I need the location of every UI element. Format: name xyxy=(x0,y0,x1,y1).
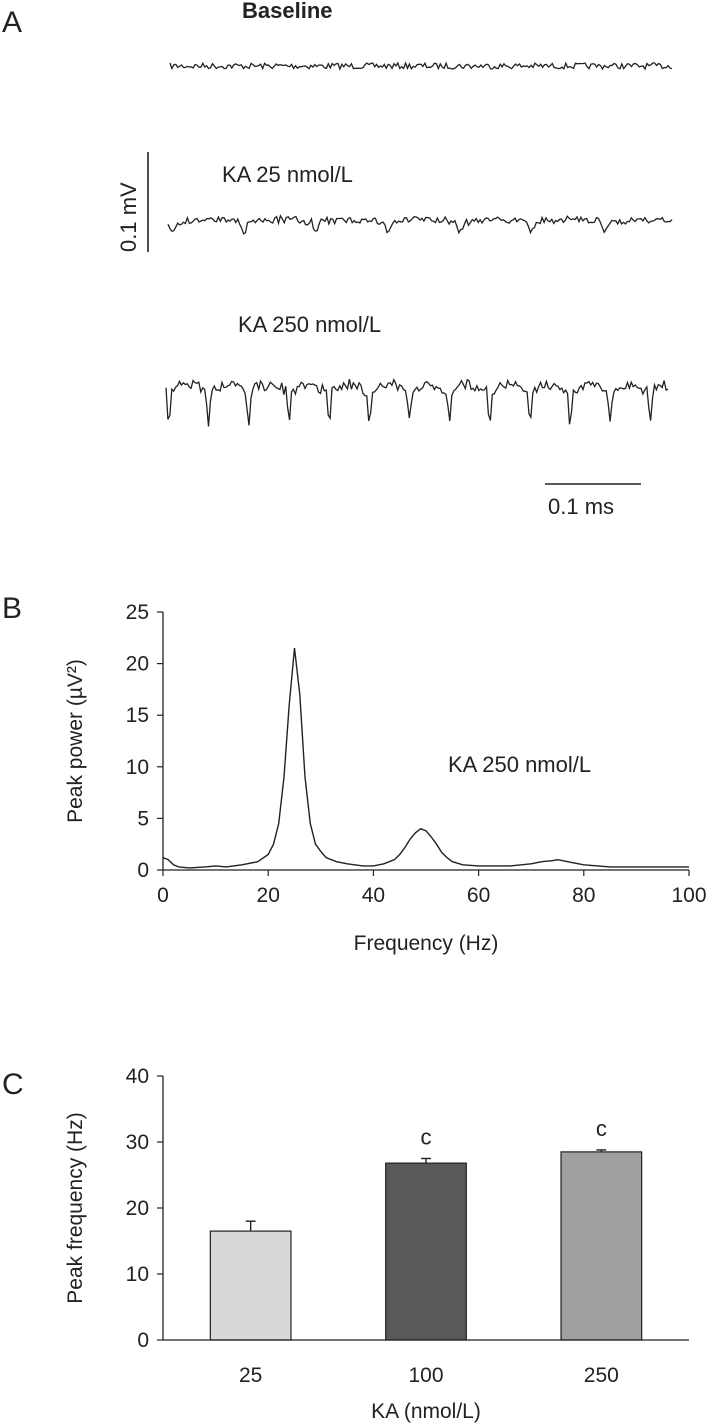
panel-c-ticks: 0 10 20 30 40 xyxy=(126,1065,163,1352)
panel-c-bars: 25 c 100 c 250 xyxy=(209,1116,643,1387)
trace-label-baseline: Baseline xyxy=(242,0,333,23)
panel-c-y-tick-label: 0 xyxy=(137,1329,149,1352)
panel-b-x-tick-label: 0 xyxy=(157,884,169,907)
panel-b-y-tick-label: 15 xyxy=(126,704,149,727)
bar-100 xyxy=(385,1162,467,1341)
panel-b-x-tick-label: 100 xyxy=(671,884,706,907)
panel-b-y-tick-label: 0 xyxy=(137,859,149,882)
panel-c: C 0 10 20 30 40 25 c 100 c 250 KA (nmol/L) Peak … xyxy=(2,1065,689,1423)
trace-ka25 xyxy=(167,214,673,235)
panel-a-letter: A xyxy=(2,6,22,39)
panel-b-x-tick-label: 60 xyxy=(467,884,490,907)
panel-c-y-tick-label: 10 xyxy=(126,1263,149,1286)
significance-marker: c xyxy=(421,1125,432,1150)
panel-b-y-tick-label: 20 xyxy=(126,653,149,676)
panel-c-category-label: 25 xyxy=(239,1364,262,1387)
panel-b: B 0 20 40 60 80 100 0 5 10 15 20 25 KA 250 nmol/L F… xyxy=(2,592,707,955)
panel-b-x-tick-label: 20 xyxy=(257,884,280,907)
panel-b-x-tick-label: 80 xyxy=(572,884,595,907)
trace-ka250 xyxy=(165,377,669,427)
horizontal-scale-label: 0.1 ms xyxy=(548,494,614,519)
trace-label-ka250: KA 250 nmol/L xyxy=(238,312,381,337)
panel-c-letter: C xyxy=(2,1068,24,1101)
trace-label-ka25: KA 25 nmol/L xyxy=(222,162,353,187)
panel-b-y-tick-label: 25 xyxy=(126,601,149,624)
panel-b-y-tick-label: 10 xyxy=(126,756,149,779)
panel-b-y-title: Peak power (µV²) xyxy=(64,659,87,823)
panel-b-x-title: Frequency (Hz) xyxy=(354,932,499,955)
panel-a: A Baseline KA 25 nmol/L KA 250 nmol/L 0.… xyxy=(2,0,673,519)
significance-marker: c xyxy=(596,1116,607,1141)
trace-baseline xyxy=(169,61,673,71)
panel-c-y-tick-label: 40 xyxy=(126,1065,149,1088)
panel-c-category-label: 250 xyxy=(584,1364,619,1387)
panel-c-category-label: 100 xyxy=(408,1364,443,1387)
panel-c-y-tick-label: 30 xyxy=(126,1131,149,1154)
panel-b-ticks: 0 20 40 60 80 100 0 5 10 15 20 25 xyxy=(126,601,707,907)
bar-250 xyxy=(560,1151,643,1341)
power-spectrum-line xyxy=(162,648,689,869)
panel-b-y-tick-label: 5 xyxy=(137,807,149,830)
panel-b-letter: B xyxy=(2,592,22,625)
vertical-scale-label: 0.1 mV xyxy=(116,182,141,252)
panel-c-y-title: Peak frequency (Hz) xyxy=(64,1112,87,1303)
bar-25 xyxy=(209,1230,292,1341)
panel-c-y-tick-label: 20 xyxy=(126,1197,149,1220)
panel-b-annotation: KA 250 nmol/L xyxy=(448,752,591,777)
panel-b-x-tick-label: 40 xyxy=(362,884,385,907)
panel-c-x-title: KA (nmol/L) xyxy=(371,1400,481,1423)
